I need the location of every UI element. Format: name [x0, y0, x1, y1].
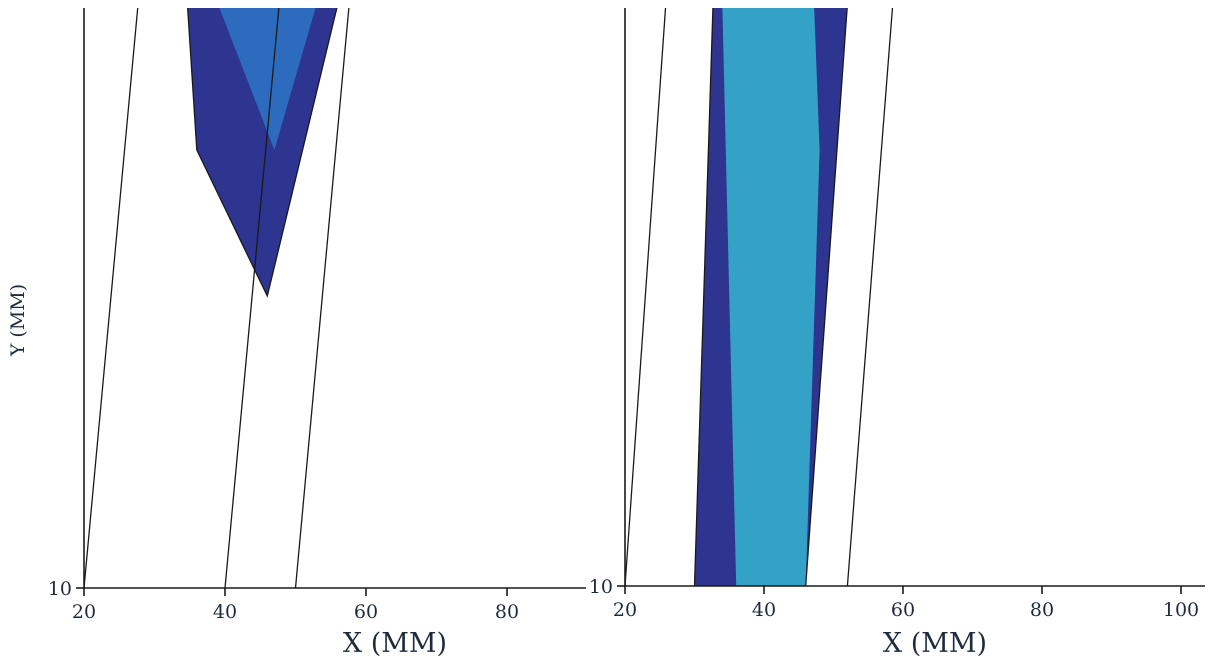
contour-level-1-region: [187, 8, 337, 296]
x-tick-label: 20: [613, 599, 637, 621]
x-tick-label: 80: [495, 601, 519, 623]
contour-level-2-region: [219, 8, 316, 150]
x-tick-label: 20: [72, 601, 96, 623]
x-axis-title: X (MM): [883, 628, 987, 659]
wall-line: [84, 8, 139, 588]
x-axis-title: X (MM): [343, 628, 447, 659]
x-tick-label: 40: [213, 601, 237, 623]
left-contour-panel: 10203040506070809020406080X (MM)Y (MM): [7, 0, 586, 659]
x-tick-label: 100: [1163, 599, 1199, 621]
contour-level-3-region: [232, 0, 479, 4]
wall-line: [625, 8, 667, 586]
y-tick-label: 10: [48, 578, 72, 600]
y-tick-label: 10: [589, 576, 613, 598]
flow-boundary-outline: [187, 8, 338, 298]
x-tick-label: 40: [752, 599, 776, 621]
wall-line: [846, 8, 894, 586]
x-tick-label: 80: [1030, 599, 1054, 621]
x-tick-label: 60: [891, 599, 915, 621]
y-axis-title: Y (MM): [7, 284, 29, 357]
x-tick-label: 60: [354, 601, 378, 623]
plot-area: [625, 8, 894, 586]
right-contour-panel: 102030405060708020406080100X (MM): [589, 8, 1205, 659]
wall-line: [294, 8, 350, 588]
contour-level-3-region: [722, 8, 820, 586]
plot-area: [84, 0, 479, 588]
